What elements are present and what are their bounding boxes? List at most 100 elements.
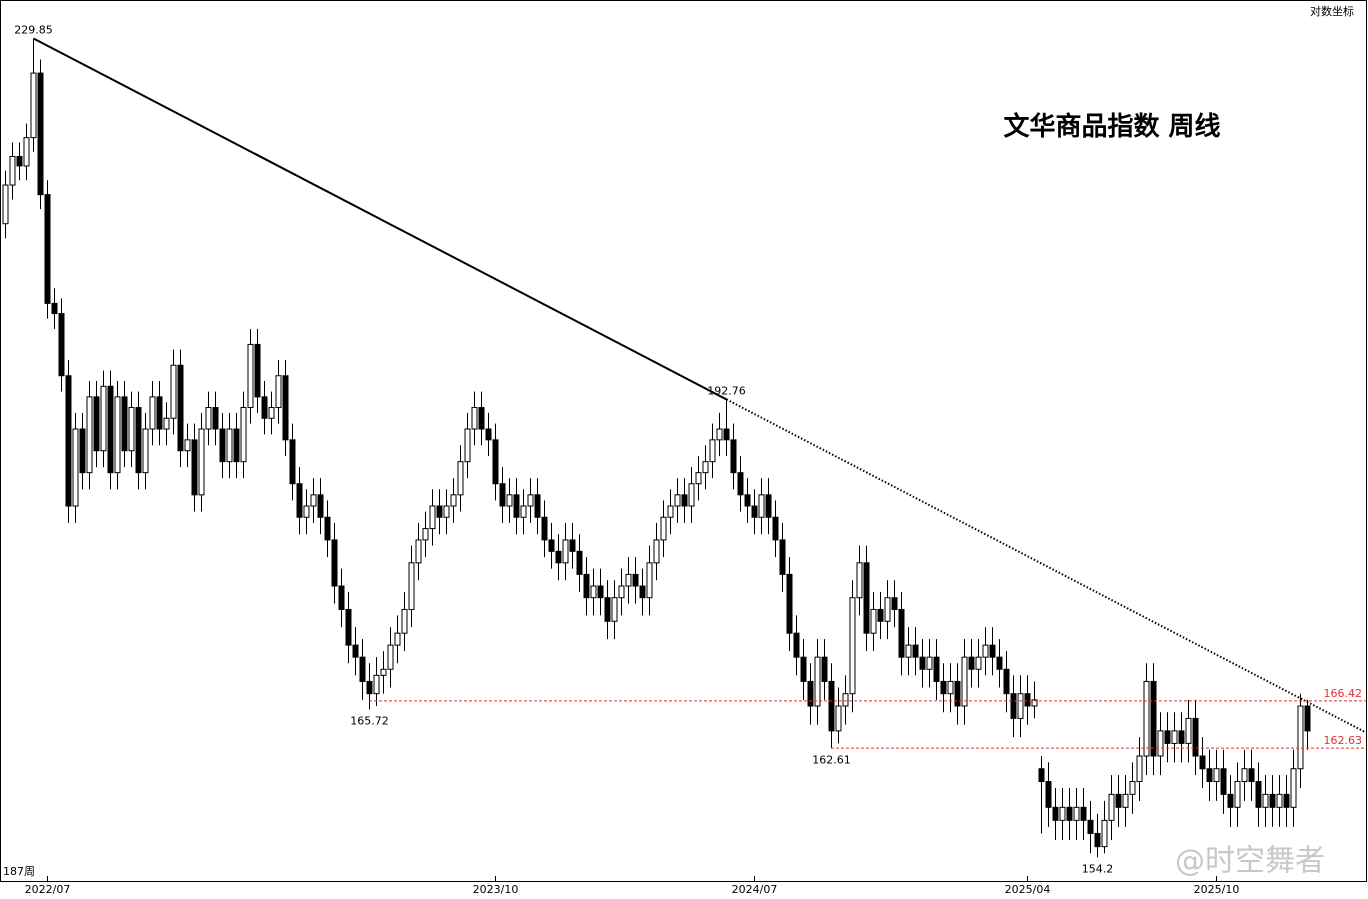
chart-title: 文华商品指数 周线	[1003, 111, 1220, 142]
candle-body	[1255, 781, 1262, 808]
candle-body	[191, 439, 198, 496]
point-label: 165.72	[350, 714, 389, 727]
candle-body	[1269, 793, 1276, 808]
candle-body	[695, 472, 702, 485]
candle-body	[912, 644, 919, 658]
candle-body	[296, 483, 303, 518]
candle-body	[219, 428, 226, 463]
candle-body	[387, 644, 394, 670]
candle-body	[751, 505, 758, 518]
candle-body	[450, 494, 457, 507]
candle-body	[65, 375, 72, 507]
trend-line	[33, 37, 727, 401]
candle-body	[632, 573, 639, 587]
candle-body	[1220, 768, 1227, 795]
candle-body	[905, 644, 912, 658]
candle-body	[1017, 693, 1024, 719]
candle-body	[891, 597, 898, 610]
candle-body	[506, 494, 513, 507]
candle-body	[527, 494, 534, 507]
candle-body	[317, 494, 324, 518]
candle-body	[1115, 793, 1122, 808]
candle-body	[303, 505, 310, 518]
candle-body	[772, 516, 779, 541]
candle-body	[541, 516, 548, 541]
candle-body	[807, 680, 814, 707]
candle-body	[961, 656, 968, 707]
candle-body	[870, 608, 877, 634]
candle-body	[898, 608, 905, 658]
trend-line-extension	[726, 398, 1367, 734]
candle-body	[1199, 755, 1206, 770]
candle-body	[1087, 819, 1094, 834]
candle-body	[142, 428, 149, 474]
candle-body	[709, 439, 716, 463]
candle-body	[261, 396, 268, 419]
candle-body	[1262, 793, 1269, 808]
candle-body	[1122, 793, 1129, 808]
candle-body	[702, 461, 709, 474]
candle-body	[877, 608, 884, 622]
candle-body	[9, 155, 16, 186]
candle-body	[331, 539, 338, 587]
candle-body	[835, 705, 842, 732]
candle-body	[149, 396, 156, 430]
x-tick-label: 2024/07	[732, 883, 778, 896]
candle-body	[1304, 705, 1311, 732]
candle-body	[716, 428, 723, 441]
candle-body	[1129, 781, 1136, 795]
candle-body	[366, 680, 373, 695]
candle-body	[975, 656, 982, 670]
candle-body	[583, 573, 590, 599]
candle-body	[1143, 680, 1150, 757]
candle-body	[639, 585, 646, 599]
candle-body	[1045, 781, 1052, 808]
candle-body	[779, 539, 786, 575]
candle-body	[1024, 693, 1031, 707]
candle-body	[1171, 730, 1178, 744]
candle-body	[464, 428, 471, 463]
candle-body	[765, 494, 772, 518]
candle-body	[1003, 668, 1010, 695]
candle-body	[338, 585, 345, 610]
candle-body	[324, 516, 331, 541]
candle-body	[429, 505, 436, 530]
candle-body	[660, 516, 667, 541]
candle-body	[534, 494, 541, 518]
candle-body	[128, 407, 135, 452]
candle-body	[44, 194, 51, 304]
candle-body	[919, 656, 926, 670]
candle-body	[1066, 806, 1073, 821]
candle-body	[51, 302, 58, 315]
candle-body	[954, 680, 961, 707]
candle-body	[2, 184, 9, 225]
candle-body	[93, 396, 100, 452]
candle-body	[1052, 806, 1059, 821]
candle-body	[1178, 730, 1185, 744]
candle-body	[121, 396, 128, 452]
candle-body	[1094, 832, 1101, 848]
candle-body	[1234, 781, 1241, 808]
candle-body	[758, 494, 765, 518]
candle-body	[688, 483, 695, 507]
candle-body	[856, 562, 863, 599]
candle-body	[548, 539, 555, 552]
candle-body	[226, 428, 233, 463]
candle-body	[646, 562, 653, 599]
candle-body	[947, 680, 954, 695]
candle-body	[1227, 793, 1234, 808]
candle-body	[492, 439, 499, 485]
candle-body	[373, 674, 380, 695]
candle-body	[1206, 768, 1213, 783]
candle-body	[625, 573, 632, 587]
candle-body	[1164, 730, 1171, 744]
candle-body	[37, 72, 44, 196]
point-label: 162.61	[812, 753, 851, 766]
candle-body	[800, 656, 807, 682]
candle-body	[163, 417, 170, 430]
candle-body	[555, 550, 562, 564]
candle-body	[730, 439, 737, 474]
level-label: 162.63	[1324, 734, 1363, 747]
point-label: 229.85	[14, 23, 53, 36]
